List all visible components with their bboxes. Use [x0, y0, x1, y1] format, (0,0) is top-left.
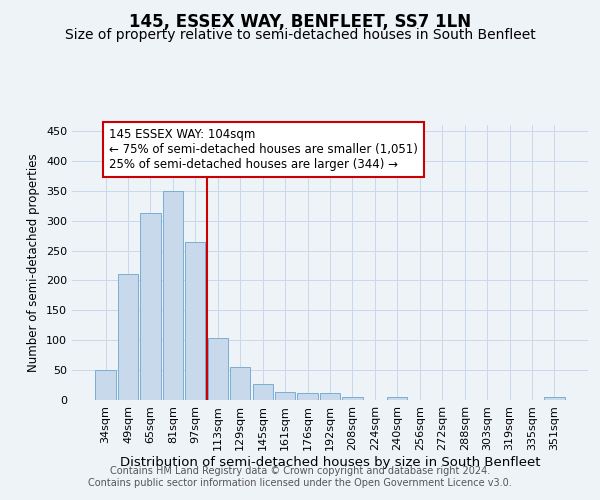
Text: Size of property relative to semi-detached houses in South Benfleet: Size of property relative to semi-detach…: [65, 28, 535, 42]
Text: Contains HM Land Registry data © Crown copyright and database right 2024.
Contai: Contains HM Land Registry data © Crown c…: [88, 466, 512, 487]
Bar: [253, 384, 273, 400]
Bar: [275, 392, 295, 400]
Bar: [387, 397, 407, 400]
Bar: [140, 213, 161, 400]
Text: 145, ESSEX WAY, BENFLEET, SS7 1LN: 145, ESSEX WAY, BENFLEET, SS7 1LN: [129, 12, 471, 30]
Bar: [208, 338, 228, 400]
Text: 145 ESSEX WAY: 104sqm
← 75% of semi-detached houses are smaller (1,051)
25% of s: 145 ESSEX WAY: 104sqm ← 75% of semi-deta…: [109, 128, 418, 171]
Bar: [298, 394, 317, 400]
Bar: [230, 367, 250, 400]
Bar: [544, 397, 565, 400]
Bar: [163, 191, 183, 400]
Bar: [95, 370, 116, 400]
Y-axis label: Number of semi-detached properties: Number of semi-detached properties: [28, 153, 40, 372]
Bar: [343, 397, 362, 400]
Bar: [118, 274, 138, 400]
Bar: [320, 394, 340, 400]
Bar: [185, 242, 205, 400]
X-axis label: Distribution of semi-detached houses by size in South Benfleet: Distribution of semi-detached houses by …: [120, 456, 540, 468]
